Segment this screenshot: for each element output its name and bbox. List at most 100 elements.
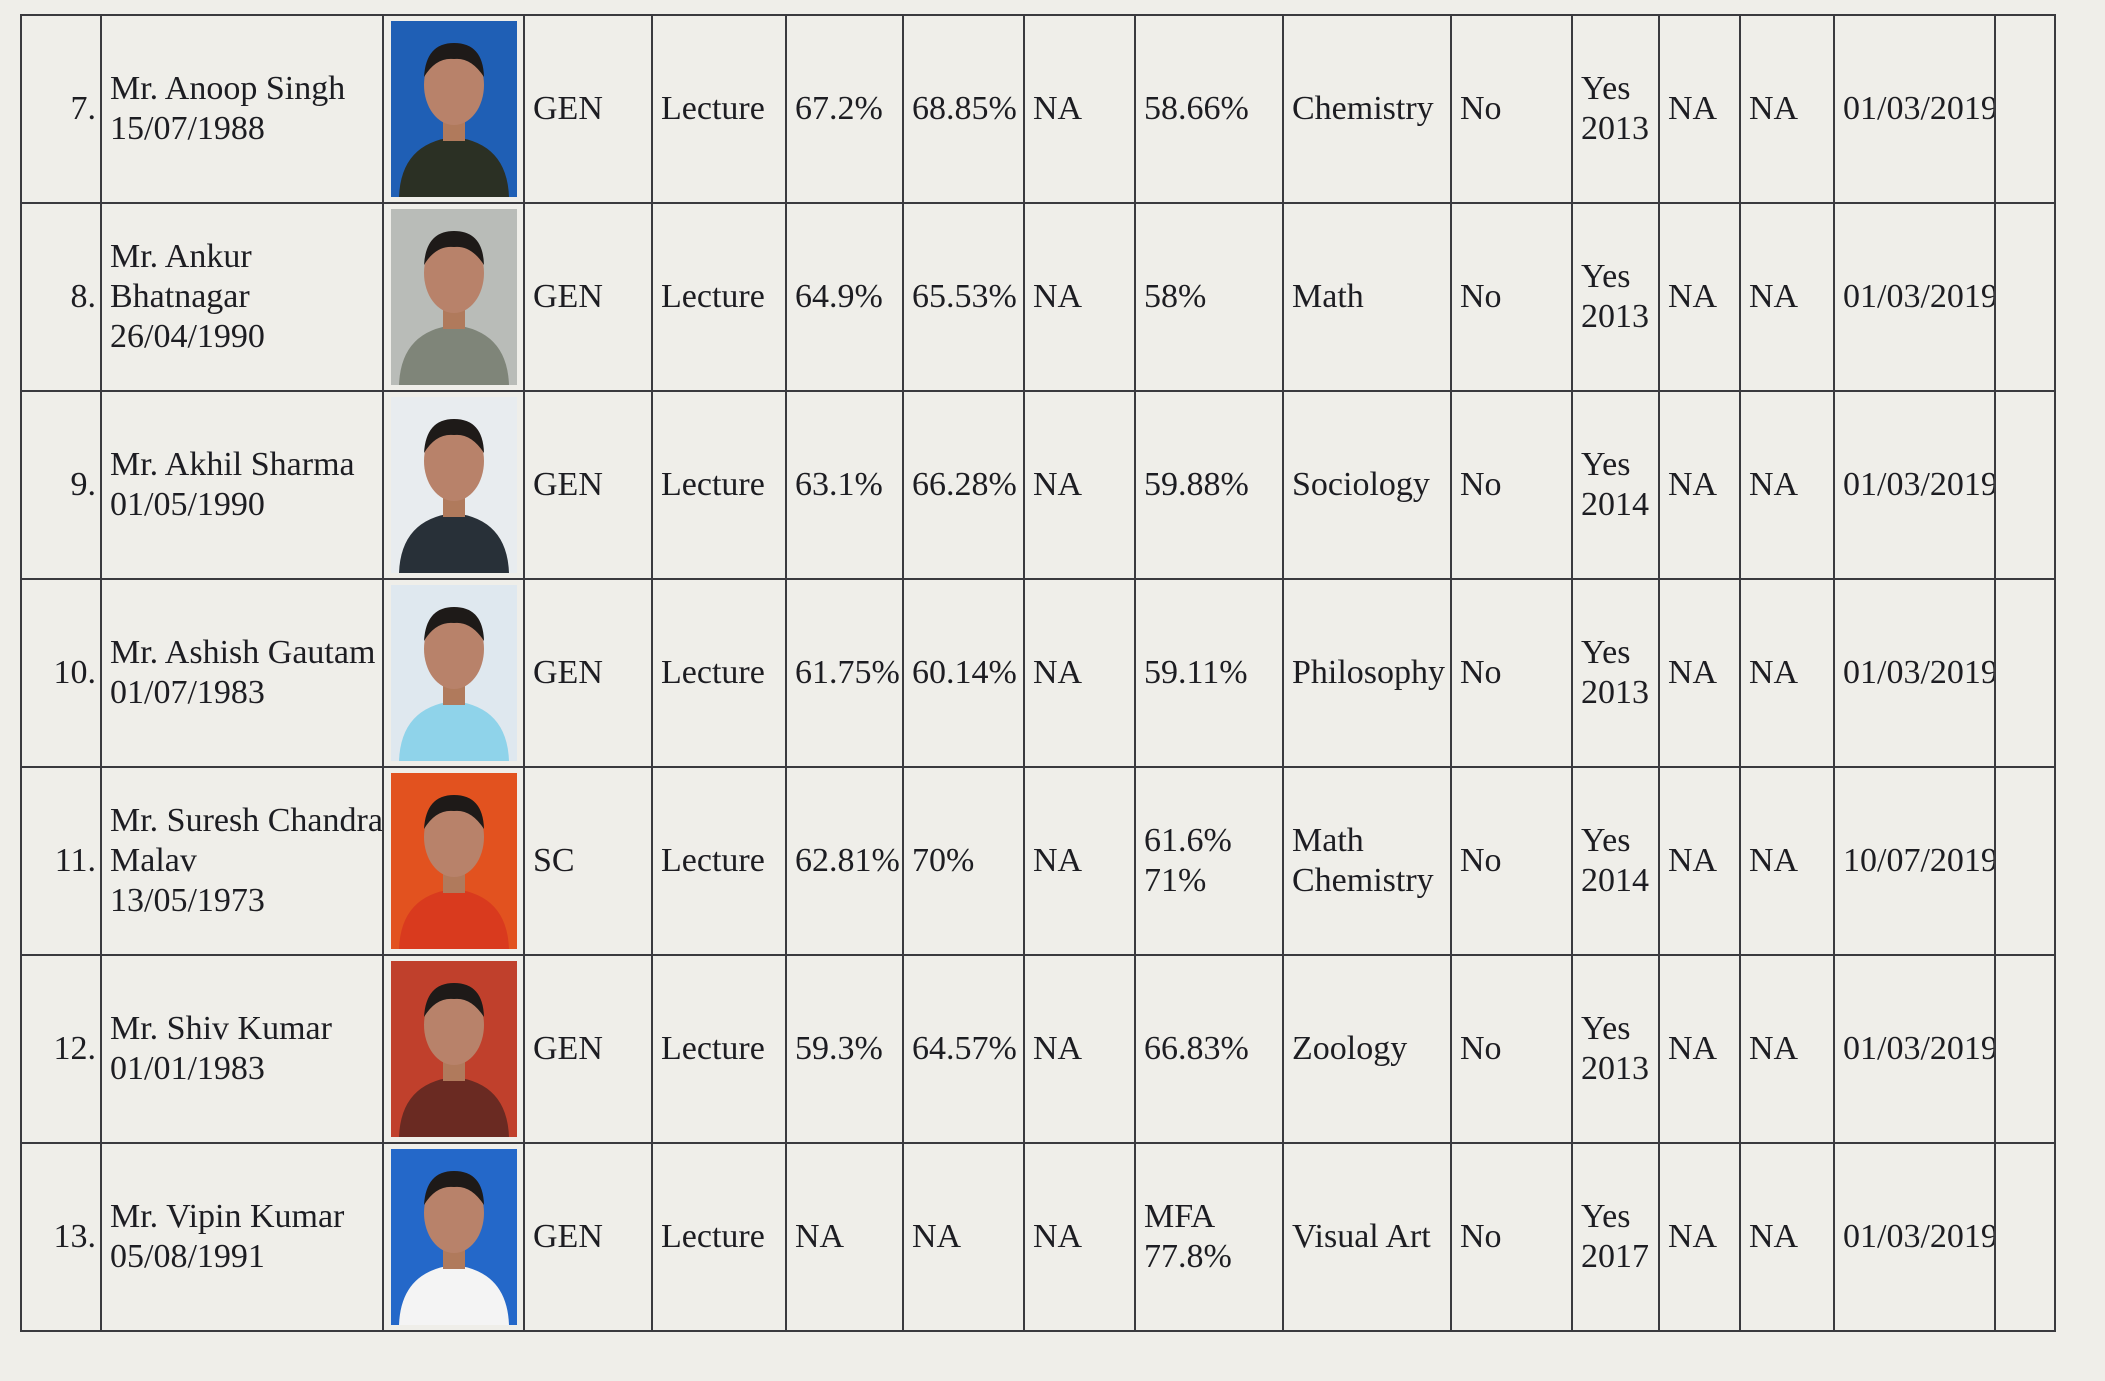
photo — [391, 585, 517, 761]
date: 01/03/2019 — [1843, 1218, 1995, 1255]
status-line: 2013 — [1581, 673, 1650, 713]
score-line: 61.6% — [1144, 821, 1274, 861]
photo-cell — [383, 15, 524, 203]
status-cell: No — [1451, 203, 1572, 391]
value: NA — [1749, 1030, 1798, 1067]
category-cell: GEN — [524, 203, 652, 391]
score-cell: NA — [1024, 391, 1135, 579]
date-cell: 01/03/2019 — [1834, 391, 1995, 579]
value: NA — [1749, 90, 1798, 127]
value: NA — [1668, 466, 1717, 503]
name-line: Malav — [110, 841, 374, 881]
value-cell: NA — [1740, 579, 1834, 767]
status-line: 2013 — [1581, 1049, 1650, 1089]
score-cell: 70% — [903, 767, 1024, 955]
score-line: 71% — [1144, 861, 1274, 901]
value-cell: NA — [1740, 1143, 1834, 1331]
status-cell: No — [1451, 391, 1572, 579]
score-cell: NA — [1024, 767, 1135, 955]
score: 63.1% — [795, 466, 883, 503]
status-cell: No — [1451, 579, 1572, 767]
status-cell: No — [1451, 15, 1572, 203]
date-cell: 01/03/2019 — [1834, 579, 1995, 767]
value-cell: NA — [1659, 15, 1740, 203]
empty-cell — [1995, 391, 2055, 579]
post-cell: Lecture — [652, 1143, 786, 1331]
empty-cell — [1995, 203, 2055, 391]
status: No — [1460, 1030, 1502, 1067]
status: No — [1460, 654, 1502, 691]
status: No — [1460, 90, 1502, 127]
date-cell: 01/03/2019 — [1834, 955, 1995, 1143]
score-cell: 59.88% — [1135, 391, 1283, 579]
status-line: Yes — [1581, 633, 1650, 673]
name-line: Mr. Ashish Gautam — [110, 633, 374, 673]
photo-cell — [383, 767, 524, 955]
score-line: 59.11% — [1144, 653, 1274, 693]
number-cell: 8. — [21, 203, 101, 391]
post: Lecture — [661, 1030, 765, 1067]
value-cell: NA — [1659, 579, 1740, 767]
empty-cell — [1995, 15, 2055, 203]
name-line: 13/05/1973 — [110, 881, 374, 921]
value: NA — [1749, 466, 1798, 503]
subject-line: Philosophy — [1292, 653, 1442, 693]
photo — [391, 397, 517, 573]
empty-cell — [1995, 955, 2055, 1143]
score-cell: 61.6%71% — [1135, 767, 1283, 955]
empty-cell — [1995, 579, 2055, 767]
score-cell: NA — [1024, 203, 1135, 391]
score: NA — [1033, 466, 1082, 503]
number: 8. — [71, 278, 97, 315]
category: GEN — [533, 1218, 603, 1255]
score-cell: 67.2% — [786, 15, 903, 203]
number-cell: 13. — [21, 1143, 101, 1331]
category-cell: GEN — [524, 391, 652, 579]
post: Lecture — [661, 90, 765, 127]
score-cell: NA — [1024, 579, 1135, 767]
value: NA — [1668, 654, 1717, 691]
post-cell: Lecture — [652, 955, 786, 1143]
score-cell: 62.81% — [786, 767, 903, 955]
date-cell: 10/07/2019 — [1834, 767, 1995, 955]
photo-cell — [383, 955, 524, 1143]
status-line: 2014 — [1581, 485, 1650, 525]
number: 10. — [54, 654, 97, 691]
value: NA — [1749, 1218, 1798, 1255]
date: 01/03/2019 — [1843, 466, 1995, 503]
status-line: Yes — [1581, 1197, 1650, 1237]
post: Lecture — [661, 842, 765, 879]
value: NA — [1668, 842, 1717, 879]
post-cell: Lecture — [652, 579, 786, 767]
status-cell: No — [1451, 955, 1572, 1143]
number-cell: 7. — [21, 15, 101, 203]
score-cell: 65.53% — [903, 203, 1024, 391]
score-cell: NA — [1024, 955, 1135, 1143]
subject-line: Math — [1292, 277, 1442, 317]
name-line: 15/07/1988 — [110, 109, 374, 149]
category: GEN — [533, 1030, 603, 1067]
status-line: 2013 — [1581, 297, 1650, 337]
name-line: 01/05/1990 — [110, 485, 374, 525]
category: GEN — [533, 466, 603, 503]
status-line: Yes — [1581, 445, 1650, 485]
value-cell: NA — [1659, 955, 1740, 1143]
date: 01/03/2019 — [1843, 90, 1995, 127]
subject-line: Visual Art — [1292, 1217, 1442, 1257]
score: NA — [1033, 842, 1082, 879]
post-cell: Lecture — [652, 15, 786, 203]
value-cell: NA — [1659, 391, 1740, 579]
post-cell: Lecture — [652, 203, 786, 391]
score-cell: 59.11% — [1135, 579, 1283, 767]
